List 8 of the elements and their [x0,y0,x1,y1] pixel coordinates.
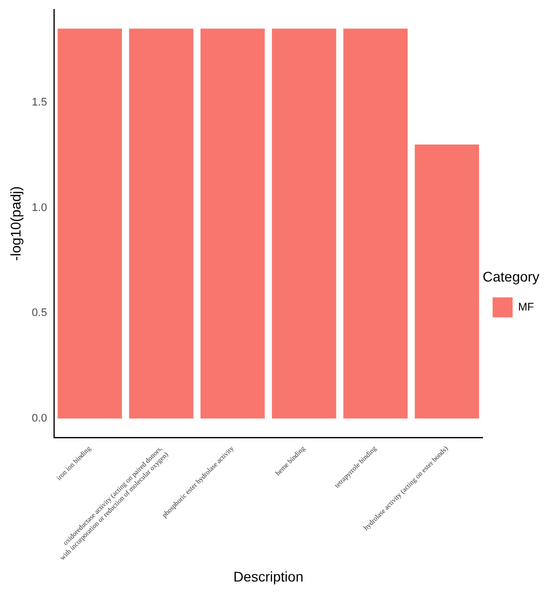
x-axis-title: Description [233,568,304,584]
y-tick-label: 1.0 [32,202,48,214]
legend-title: Category [482,268,540,284]
y-tick-label: 0.0 [32,412,48,425]
legend-label: MF [518,301,534,314]
y-axis-title: -log10(padj) [7,186,24,261]
y-tick-label: 1.5 [32,96,48,108]
y-tick-label: 0.5 [32,307,48,320]
